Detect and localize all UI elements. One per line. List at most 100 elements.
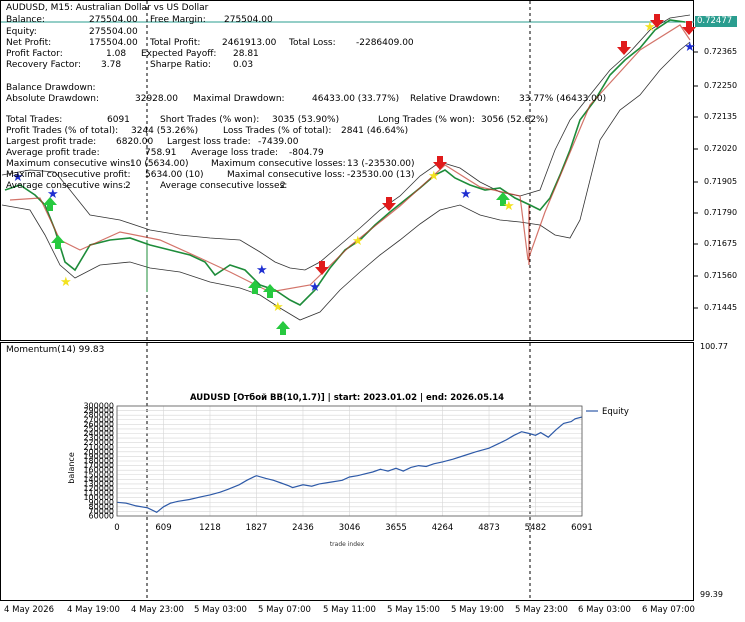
- stat-value: -804.79: [289, 148, 324, 158]
- equity-y-tick-label: 290000: [83, 406, 114, 415]
- equity-y-tick-label: 60000: [89, 512, 114, 521]
- equity-y-tick-label: 200000: [83, 447, 114, 456]
- stat-value: 758.91: [145, 148, 177, 158]
- stat-label: Total Profit:: [150, 38, 201, 48]
- price-axis-label: 0.72365: [704, 47, 738, 56]
- price-candles-red: [9, 24, 691, 293]
- equity-y-tick-label: 70000: [89, 507, 114, 516]
- exit-star-icon: ★: [684, 40, 696, 55]
- stat-label: Net Profit:: [6, 38, 52, 48]
- stat-label: Average profit trade:: [6, 148, 100, 158]
- stat-label: Average consecutive wins:: [6, 181, 126, 191]
- equity-y-tick-label: 250000: [83, 424, 114, 433]
- equity-y-tick-label: 280000: [83, 411, 114, 420]
- equity-y-tick-label: 130000: [83, 479, 114, 488]
- stat-label: Loss Trades (% of total):: [223, 126, 332, 136]
- stat-label: Profit Factor:: [6, 49, 63, 59]
- equity-x-axis-label: trade index: [330, 541, 365, 548]
- buy-arrow-icon: [496, 192, 510, 206]
- buy-arrow-icon: [43, 197, 57, 211]
- stat-label: Maximum consecutive losses:: [211, 159, 346, 169]
- sell-arrow-icon: [382, 197, 396, 211]
- stat-label: Maximum consecutive wins:: [6, 159, 134, 169]
- stat-label: Profit Trades (% of total):: [6, 126, 119, 136]
- stat-label: Short Trades (% won):: [160, 115, 260, 125]
- stat-value: 28.81: [233, 49, 259, 59]
- equity-y-tick-label: 80000: [89, 502, 114, 511]
- sell-arrow-icon: [682, 21, 696, 35]
- stat-label: Average loss trade:: [191, 148, 279, 158]
- current-price-label: 0.72477: [695, 16, 737, 27]
- stat-value: 13 (-23530.00): [347, 159, 415, 169]
- stat-label: Free Margin:: [150, 15, 206, 25]
- equity-x-tick-label: 609: [155, 523, 171, 533]
- time-axis-label: 4 May 23:00: [131, 605, 184, 615]
- indicator-title: Momentum(14) 99.83: [6, 345, 105, 355]
- stat-value: 275504.00: [224, 15, 273, 25]
- bollinger-lower-band: [1, 41, 691, 321]
- equity-legend-label: Equity: [602, 407, 629, 417]
- stat-value: 6091: [107, 115, 130, 125]
- time-axis-label: 5 May 11:00: [323, 605, 376, 615]
- stat-label: Maximal consecutive loss:: [227, 170, 345, 180]
- equity-y-tick-label: 110000: [83, 489, 114, 498]
- equity-x-tick-label: 0: [114, 523, 119, 533]
- stat-value: -7439.00: [258, 137, 299, 147]
- stat-label: Expected Payoff:: [141, 49, 217, 59]
- price-axis-label: 0.71445: [704, 303, 738, 312]
- stat-value: -23530.00 (13): [347, 170, 415, 180]
- equity-y-tick-label: 230000: [83, 434, 114, 443]
- price-candles: [4, 19, 686, 306]
- stat-value: 1.08: [106, 49, 127, 59]
- exit-star-icon: ★: [644, 20, 656, 35]
- equity-y-tick-label: 220000: [83, 438, 114, 447]
- stat-label: Absolute Drawdown:: [6, 94, 100, 104]
- equity-y-axis-label: balance: [67, 452, 76, 484]
- buy-arrow-icon: [248, 280, 262, 294]
- stat-value: 0.03: [233, 60, 254, 70]
- exit-star-icon: ★: [503, 199, 515, 214]
- time-axis-label: 6 May 07:00: [642, 605, 695, 615]
- stat-value: 2841 (46.64%): [341, 126, 409, 136]
- equity-y-tick-label: 100000: [83, 493, 114, 502]
- indicator-panel-frame: [0, 342, 694, 601]
- equity-x-tick-label: 4873: [478, 523, 500, 533]
- time-axis-label: 5 May 15:00: [387, 605, 440, 615]
- stat-value: 175504.00: [89, 38, 138, 48]
- equity-y-ticks: 6000070000800009000010000011000012000013…: [83, 402, 114, 521]
- stat-label: Total Trades:: [6, 115, 63, 125]
- stat-label: Average consecutive losses:: [160, 181, 288, 191]
- equity-x-tick-label: 2436: [292, 523, 314, 533]
- equity-y-tick-label: 90000: [89, 498, 114, 507]
- stat-label: Relative Drawdown:: [410, 94, 500, 104]
- stat-value: 2461913.00: [222, 38, 277, 48]
- stat-value: 3056 (52.62%): [481, 115, 549, 125]
- buy-arrow-icon: [51, 235, 65, 249]
- time-axis-label: 5 May 19:00: [451, 605, 504, 615]
- indicator-axis-bottom: 99.39: [700, 590, 723, 599]
- sell-arrow-icon: [617, 41, 631, 55]
- stat-value: 275504.00: [89, 15, 138, 25]
- exit-star-icon: ★: [12, 170, 24, 185]
- equity-x-ticks: 0 609 1218 1827 2436 3046 3655 4264 4873 5482 6091: [114, 523, 593, 533]
- stat-value: 6820.00: [116, 137, 154, 147]
- equity-y-tick-label: 170000: [83, 461, 114, 470]
- stat-value: 32928.00: [135, 94, 178, 104]
- equity-y-tick-label: 150000: [83, 470, 114, 479]
- price-axis-ticks: [694, 51, 698, 309]
- exit-star-icon: ★: [309, 280, 321, 295]
- stat-label: Total Loss:: [289, 38, 336, 48]
- bollinger-upper-band: [1, 14, 691, 271]
- equity-y-tick-label: 160000: [83, 466, 114, 475]
- price-axis-label: 0.72250: [704, 81, 738, 90]
- equity-x-tick-label: 1218: [199, 523, 221, 533]
- price-axis-label: 0.71790: [704, 208, 738, 217]
- stat-value: 3.78: [101, 60, 122, 70]
- equity-y-tick-label: 270000: [83, 415, 114, 424]
- equity-grid: [116, 405, 583, 517]
- stat-value: 46433.00 (33.77%): [312, 94, 400, 104]
- equity-chart-title: AUDUSD [Отбой BB(10,1.7)] | start: 2023.…: [190, 392, 504, 403]
- exit-star-icon: ★: [428, 169, 440, 184]
